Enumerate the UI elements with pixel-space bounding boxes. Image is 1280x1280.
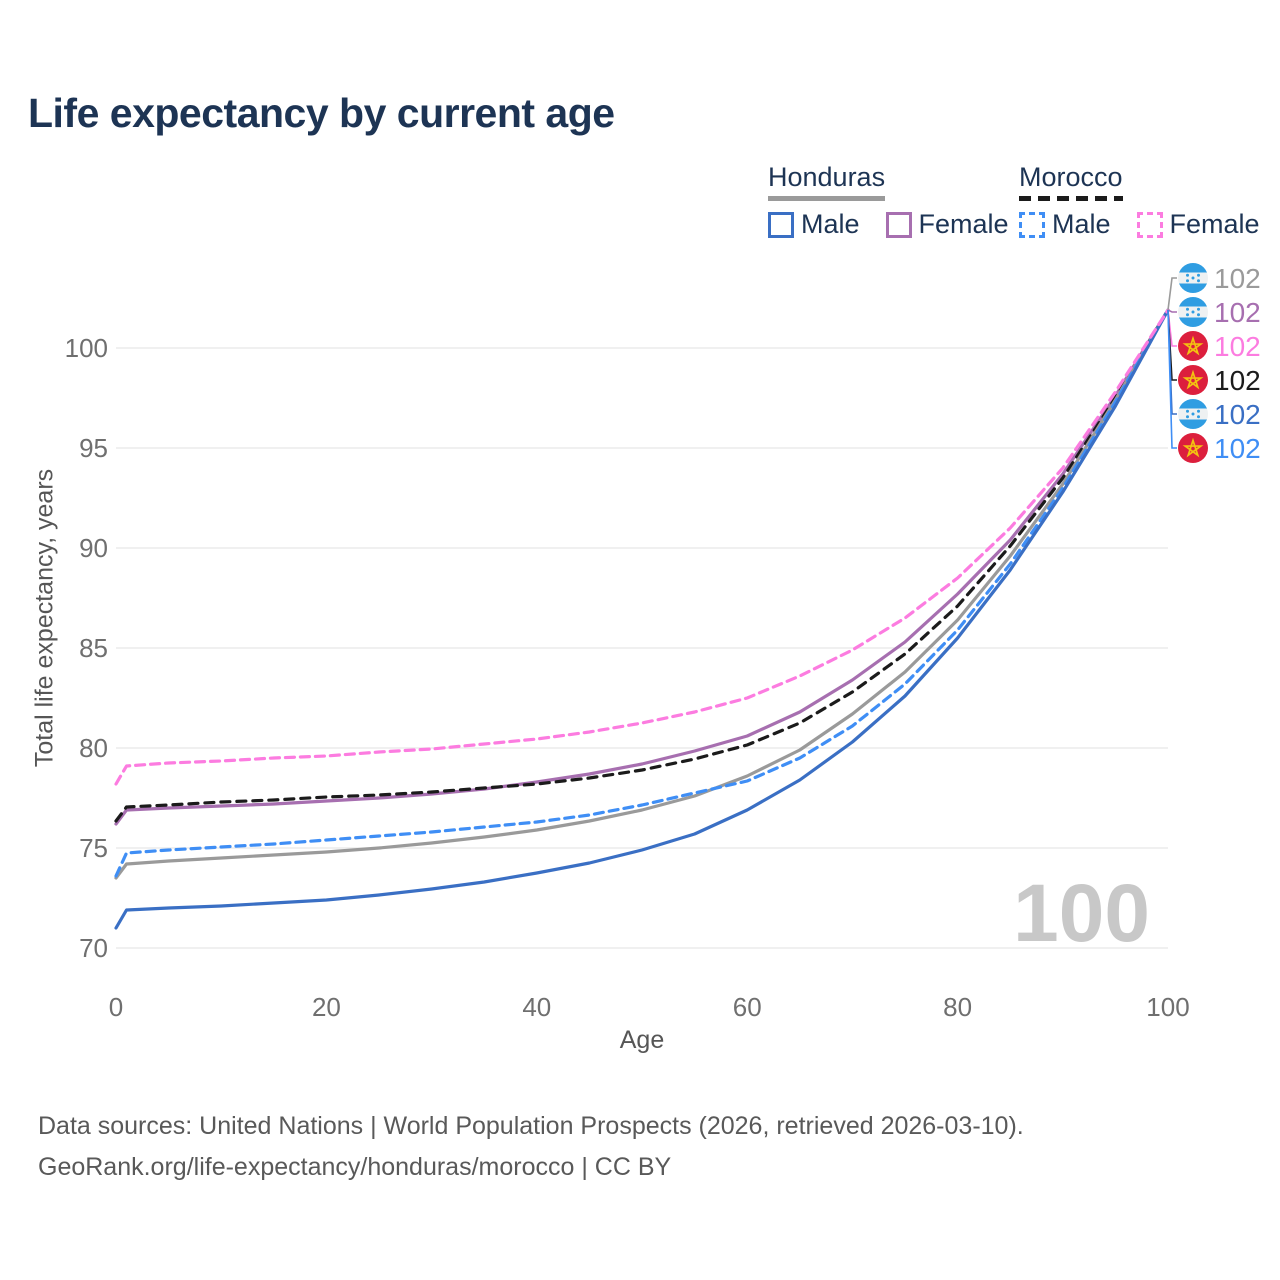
- y-tick-85: 85: [79, 633, 108, 663]
- morocco-star: [1182, 335, 1204, 356]
- legend-item-morocco-female[interactable]: Female: [1136, 209, 1260, 240]
- legend-item-label: Female: [918, 209, 1009, 240]
- end-value-label-4: 102: [1214, 399, 1261, 430]
- y-tick-90: 90: [79, 533, 108, 563]
- footer-url-line: GeoRank.org/life-expectancy/honduras/mor…: [38, 1153, 672, 1181]
- legend-linestyle-sample-honduras: [768, 196, 886, 202]
- honduras-flag-icon: [1178, 399, 1208, 429]
- legend-item-label: Female: [1169, 209, 1260, 240]
- x-tick-80: 80: [943, 992, 972, 1022]
- y-tick-80: 80: [79, 733, 108, 763]
- x-axis-title: Age: [619, 1026, 665, 1054]
- end-value-label-3: 102: [1214, 365, 1261, 396]
- legend-country-morocco[interactable]: Morocco: [1019, 163, 1123, 202]
- end-leader-honduras-1: [1167, 309, 1177, 313]
- y-tick-95: 95: [79, 433, 108, 463]
- end-value-label-2: 102: [1214, 331, 1261, 362]
- footer: Data sources: United Nations | World Pop…: [38, 1106, 1024, 1188]
- end-leader-morocco-5: [1167, 309, 1177, 449]
- series-line-honduras-both: [114, 308, 1170, 880]
- series-line-honduras-male: [114, 308, 1170, 930]
- legend-swatch-honduras-male: [768, 211, 794, 238]
- legend-item-label: Male: [1052, 209, 1111, 240]
- x-tick-0: 0: [109, 992, 123, 1022]
- x-tick-40: 40: [522, 992, 551, 1022]
- legend-item-honduras-female[interactable]: Female: [885, 209, 1009, 240]
- morocco-star: [1182, 437, 1204, 458]
- series-line-honduras-female: [114, 308, 1170, 826]
- legend-item-label: Male: [801, 209, 860, 240]
- legend-group-honduras: Honduras Male Female: [768, 163, 1009, 240]
- series-line-morocco-male: [114, 308, 1170, 878]
- legend-group-morocco: Morocco Male Female: [1019, 163, 1260, 240]
- y-tick-100: 100: [65, 333, 108, 363]
- end-value-label-1: 102: [1214, 297, 1261, 328]
- morocco-star: [1182, 369, 1204, 390]
- legend-swatch-honduras-female: [885, 211, 912, 238]
- x-tick-60: 60: [733, 992, 762, 1022]
- legend-country-honduras[interactable]: Honduras: [768, 163, 886, 202]
- morocco-flag-icon: [1178, 331, 1208, 361]
- x-tick-100: 100: [1146, 992, 1189, 1022]
- legend-item-morocco-male[interactable]: Male: [1019, 209, 1111, 240]
- end-value-label-0: 102: [1214, 263, 1261, 294]
- honduras-flag-icon: [1178, 297, 1208, 327]
- legend-linestyle-sample-morocco: [1019, 196, 1123, 202]
- page-title: Life expectancy by current age: [28, 90, 615, 136]
- legend-swatch-morocco-female: [1136, 211, 1163, 238]
- y-tick-75: 75: [79, 833, 108, 863]
- x-tick-20: 20: [312, 992, 341, 1022]
- series-line-morocco-both: [114, 308, 1170, 823]
- series-line-morocco-female: [114, 308, 1170, 786]
- honduras-flag-icon: [1178, 263, 1208, 293]
- y-tick-70: 70: [79, 933, 108, 963]
- end-value-label-5: 102: [1214, 433, 1261, 464]
- morocco-flag-icon: [1178, 433, 1208, 463]
- end-leader-honduras-0: [1167, 277, 1177, 311]
- legend-swatch-morocco-male: [1019, 211, 1045, 238]
- morocco-flag-icon: [1178, 365, 1208, 395]
- footer-source-line: Data sources: United Nations | World Pop…: [38, 1112, 1024, 1140]
- age-watermark: 100: [1013, 868, 1150, 959]
- legend: Honduras Male Female Morocco Male Female: [0, 163, 1280, 243]
- legend-item-honduras-male[interactable]: Male: [768, 209, 860, 240]
